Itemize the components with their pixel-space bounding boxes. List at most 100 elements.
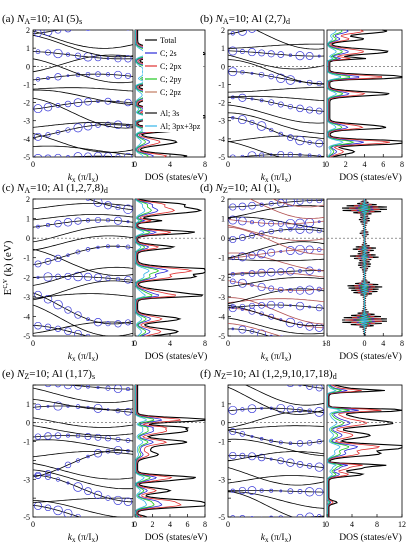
- weight-circle: [230, 31, 235, 36]
- weight-circle: [228, 46, 238, 56]
- dos-tick-label: 2: [344, 160, 348, 169]
- weight-circle: [239, 303, 246, 310]
- band-line: [228, 298, 324, 304]
- band-line: [228, 258, 324, 262]
- weight-circle: [105, 448, 111, 454]
- dos-tick-label: 6: [381, 160, 385, 169]
- band-line: [33, 30, 62, 35]
- weight-circle: [73, 152, 83, 157]
- weight-circle: [95, 71, 101, 77]
- band-line: [228, 112, 324, 134]
- dos-frame: [326, 384, 403, 518]
- band-frame: [227, 198, 325, 337]
- weight-circle: [43, 272, 53, 282]
- dos-x-axis-label: DOS (states/eV): [339, 172, 402, 183]
- band-tick-label: 1: [131, 520, 135, 529]
- weight-circle: [54, 219, 62, 228]
- dos-line: [326, 384, 343, 517]
- weight-circle: [229, 154, 236, 157]
- weight-circle: [123, 204, 133, 214]
- weight-circle: [34, 132, 42, 141]
- weight-circle: [85, 247, 91, 252]
- weight-circle: [268, 220, 275, 227]
- band-line: [228, 228, 324, 241]
- weight-circle: [228, 67, 238, 77]
- band-line: [255, 30, 324, 50]
- weight-circle: [268, 285, 275, 292]
- band-line: [33, 304, 133, 336]
- weight-circle: [85, 199, 91, 202]
- dos-line: [135, 198, 160, 337]
- weight-circle: [56, 467, 60, 471]
- weight-circle: [34, 30, 42, 37]
- weight-circle: [66, 155, 70, 157]
- band-line: [228, 297, 324, 325]
- band-x-axis-label: kx (π/Ix): [261, 532, 292, 544]
- weight-circle: [115, 23, 120, 28]
- weight-circle: [249, 302, 255, 309]
- weight-circle: [240, 154, 245, 157]
- band-line: [87, 199, 133, 210]
- weight-circle: [288, 227, 293, 232]
- band-line: [33, 321, 133, 334]
- weight-circle: [54, 432, 62, 439]
- weight-circle: [44, 323, 52, 331]
- weight-circle: [64, 306, 72, 314]
- weight-circle: [113, 216, 123, 225]
- weight-circle: [247, 151, 257, 157]
- y-tick-label: 2: [221, 26, 225, 35]
- weight-circle: [297, 17, 304, 24]
- weight-circle: [308, 305, 312, 309]
- band-line: [33, 145, 133, 156]
- band-line: [33, 280, 133, 301]
- weight-circle: [296, 440, 304, 447]
- band-frame: [32, 198, 134, 337]
- dos-curves: [327, 29, 403, 158]
- weight-circle: [86, 385, 90, 389]
- dos-line: [137, 198, 206, 337]
- weight-circle: [247, 486, 257, 495]
- band-line: [33, 463, 133, 480]
- band-line: [271, 199, 324, 208]
- weight-circle: [115, 276, 121, 282]
- band-line: [33, 87, 133, 92]
- weight-circle: [113, 120, 123, 130]
- weight-circle: [74, 52, 82, 59]
- weight-circle: [74, 217, 82, 225]
- weight-circle: [315, 385, 323, 392]
- weight-circle: [267, 300, 276, 310]
- weight-circle: [307, 345, 312, 350]
- weight-circle: [85, 218, 91, 223]
- band-line: [33, 324, 89, 336]
- weight-circle: [54, 153, 62, 157]
- weight-circle: [36, 275, 40, 279]
- weight-circle: [66, 253, 70, 257]
- weight-circle: [229, 428, 237, 436]
- band-line: [33, 133, 133, 153]
- dos-line: [135, 198, 169, 337]
- weight-circle: [316, 514, 322, 517]
- weight-circle: [267, 50, 275, 58]
- dos-tick-label: 4: [363, 160, 367, 169]
- weight-circle: [124, 275, 132, 284]
- weight-circle: [115, 154, 121, 157]
- weight-circle: [315, 487, 324, 497]
- weight-circle: [277, 150, 285, 157]
- band-line: [33, 293, 133, 299]
- dos-line: [137, 385, 206, 518]
- weight-circle: [315, 304, 323, 312]
- weight-circle: [298, 385, 302, 387]
- band-line: [228, 438, 324, 457]
- weight-circle: [97, 521, 100, 524]
- band-line: [33, 225, 133, 243]
- weight-circle: [44, 385, 52, 388]
- weight-circle: [250, 283, 254, 287]
- weight-circle: [278, 227, 284, 233]
- band-line: [33, 89, 133, 105]
- y-tick-label: -2: [23, 273, 30, 282]
- band-line: [228, 224, 324, 241]
- weight-circle: [279, 489, 283, 493]
- weight-circle: [46, 76, 50, 80]
- weight-circle: [64, 272, 72, 280]
